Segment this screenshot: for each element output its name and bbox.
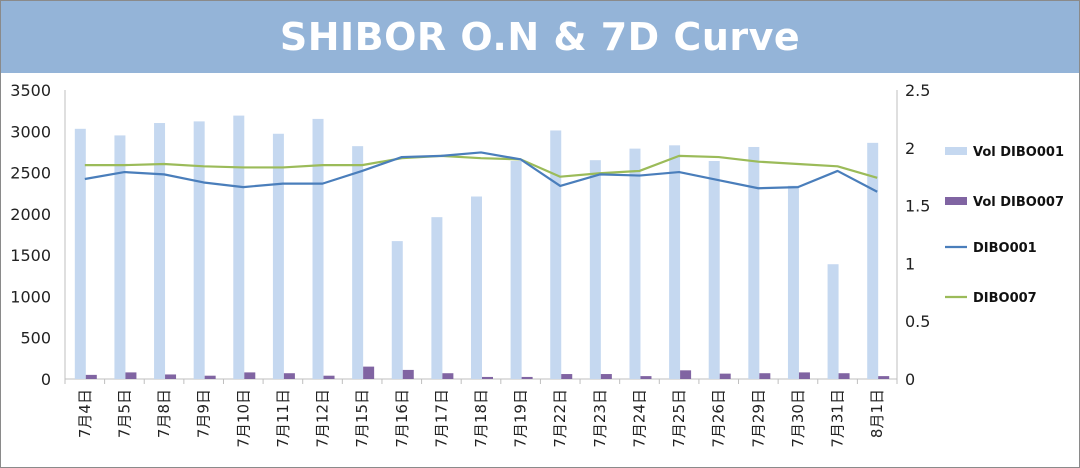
y-left-tick-label: 1000 (10, 287, 51, 306)
bar-vol-dibo001 (708, 161, 720, 379)
y-right-tick-label: 2 (905, 139, 915, 158)
legend-label: DIBO007 (973, 291, 1037, 306)
y-right-tick-label: 1.5 (905, 197, 930, 216)
bar-vol-dibo001 (867, 142, 879, 379)
bar-vol-dibo001 (787, 185, 799, 379)
x-tick-label: 7月31日 (829, 389, 847, 448)
y-left-tick-label: 0 (41, 370, 51, 389)
bar-vol-dibo001 (312, 118, 324, 380)
x-tick-label: 7月16日 (393, 389, 411, 448)
bar-vol-dibo001 (114, 135, 126, 379)
x-tick-label: 7月18日 (472, 389, 490, 448)
y-right-tick-label: 0 (905, 370, 915, 389)
bar-vol-dibo007 (402, 369, 414, 379)
bar-vol-dibo001 (629, 148, 641, 379)
bar-vol-dibo001 (510, 161, 522, 379)
bar-vol-dibo001 (74, 128, 86, 379)
y-right-tick-label: 2.5 (905, 81, 930, 100)
x-tick-label: 7月25日 (670, 389, 688, 448)
bar-vol-dibo001 (154, 123, 166, 380)
line-dibo001 (84, 151, 878, 193)
y-left-tick-label: 2500 (10, 164, 51, 183)
line-dibo007 (84, 154, 878, 179)
chart-title: SHIBOR O.N & 7D Curve (279, 15, 801, 59)
chart-plot: 0 500 1000 1500 2000 2500 3000 3500 0 0.5 1 1.5 2 2.5… (10, 81, 1064, 448)
x-tick-label: 7月19日 (512, 389, 530, 448)
x-tick-label: 7月17日 (432, 389, 450, 448)
x-tick-label: 7月30日 (789, 389, 807, 448)
legend-swatch (945, 147, 967, 155)
bar-vol-dibo001 (352, 146, 364, 379)
x-tick-label: 7月24日 (630, 389, 648, 448)
bar-vol-dibo007 (838, 373, 850, 379)
y-left-tick-label: 1500 (10, 246, 51, 265)
title-bar: SHIBOR O.N & 7D Curve (1, 1, 1079, 73)
bar-vol-dibo001 (233, 115, 245, 379)
bar-vol-dibo001 (827, 264, 839, 379)
x-tick-label: 7月9日 (195, 389, 213, 438)
y-left-tick-label: 3000 (10, 122, 51, 141)
bar-vol-dibo001 (669, 145, 681, 379)
x-tick-label: 7月26日 (710, 389, 728, 448)
x-tick-label: 7月23日 (591, 389, 609, 448)
bar-vol-dibo001 (550, 130, 562, 379)
bar-vol-dibo001 (431, 217, 443, 379)
x-tick-label: 7月8日 (155, 389, 173, 438)
bar-vol-dibo007 (125, 372, 137, 379)
legend-swatch (945, 197, 967, 205)
bar-vol-dibo007 (798, 372, 810, 379)
x-tick-label: 7月22日 (551, 389, 569, 448)
bar-vol-dibo007 (204, 375, 216, 379)
x-tick-label: 7月15日 (353, 389, 371, 448)
bar-vol-dibo007 (759, 373, 771, 379)
bar-vol-dibo007 (561, 374, 573, 379)
x-tick-label: 8月1日 (868, 389, 886, 438)
x-tick-label: 7月5日 (115, 389, 133, 438)
bar-vol-dibo007 (600, 374, 612, 379)
bar-vol-dibo001 (589, 160, 601, 379)
legend-label: DIBO001 (973, 241, 1037, 256)
x-tick-label: 7月11日 (274, 389, 292, 448)
bar-vol-dibo001 (391, 241, 403, 379)
bar-vol-dibo001 (193, 121, 205, 380)
x-tick-label: 7月12日 (314, 389, 332, 448)
y-right-tick-label: 1 (905, 254, 915, 273)
y-right-tick-label: 0.5 (905, 312, 930, 331)
x-tick-label: 7月29日 (749, 389, 767, 448)
legend-label: Vol DIBO007 (973, 195, 1064, 210)
x-tick-label: 7月10日 (234, 389, 252, 448)
bar-vol-dibo007 (521, 376, 533, 379)
bar-vol-dibo007 (482, 376, 493, 379)
bar-vol-dibo007 (244, 372, 256, 379)
bar-vol-dibo007 (680, 370, 692, 379)
bar-vol-dibo001 (748, 146, 760, 379)
bar-vol-dibo007 (442, 373, 454, 379)
x-tick-label: 7月4日 (76, 389, 94, 438)
bar-vol-dibo007 (878, 376, 890, 379)
bar-vol-dibo007 (640, 376, 652, 379)
legend-label: Vol DIBO001 (973, 145, 1064, 160)
bar-vol-dibo007 (283, 373, 295, 379)
y-left-tick-label: 3500 (10, 81, 51, 100)
bar-vol-dibo001 (272, 133, 284, 379)
bar-vol-dibo001 (471, 196, 482, 379)
y-left-tick-label: 500 (20, 329, 51, 348)
bar-vol-dibo007 (165, 374, 177, 379)
y-left-tick-label: 2000 (10, 205, 51, 224)
bar-vol-dibo007 (85, 374, 97, 379)
bar-vol-dibo007 (363, 366, 375, 379)
bar-vol-dibo007 (323, 375, 335, 379)
bar-vol-dibo007 (719, 373, 731, 379)
